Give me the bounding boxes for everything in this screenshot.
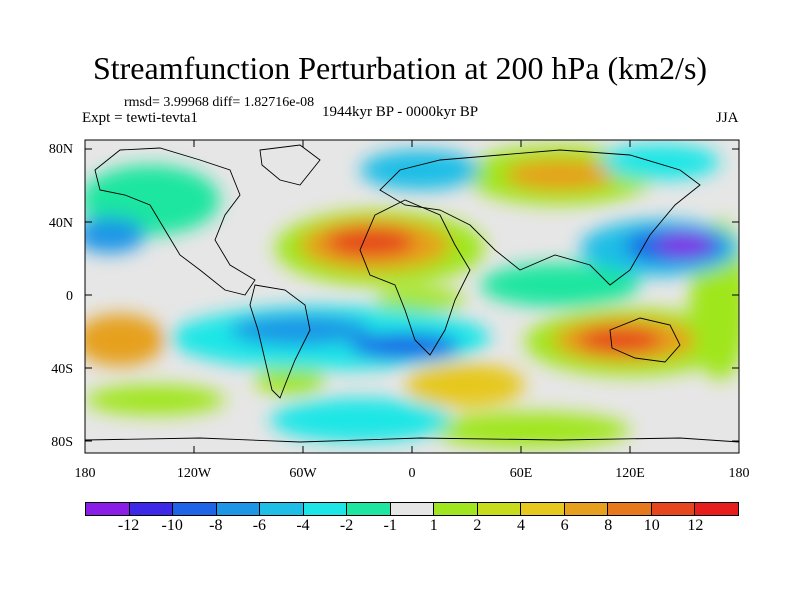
- negative-anomaly-europe: [360, 150, 480, 190]
- africa-coast: [359, 199, 471, 356]
- negative-anomaly-south-america: [230, 314, 370, 346]
- lon-label-180-east: 180: [728, 466, 750, 481]
- australia-coast: [609, 317, 681, 363]
- period-label: 1944kyr BP - 0000kyr BP: [322, 104, 479, 120]
- colorbar-swatch-14: [695, 503, 738, 515]
- greenland-coast: [259, 144, 321, 186]
- rmsd-diff-stats: rmsd= 3.99968 diff= 1.82716e-08: [124, 95, 315, 110]
- contour-field: [85, 140, 739, 453]
- negative-anomaly-north-america: [85, 165, 220, 235]
- colorbar-label: 10: [643, 517, 660, 534]
- colorbar-label: -6: [252, 517, 267, 534]
- positive-anomaly-equator: [375, 288, 465, 312]
- colorbar-label: -12: [117, 517, 140, 534]
- positive-anomaly-atlantic-core: [325, 227, 415, 257]
- colorbar-label: 2: [473, 517, 482, 534]
- positive-anomaly-asia-core: [505, 159, 615, 191]
- north-america-coast: [94, 147, 256, 296]
- south-america-coast: [249, 284, 311, 399]
- colorbar-label: -10: [161, 517, 183, 534]
- colorbar-swatch-11: [564, 503, 609, 515]
- colorbar-label: -2: [339, 517, 354, 534]
- colorbar-label: 1: [429, 517, 438, 534]
- colorbar-swatch-1: [129, 503, 174, 515]
- lon-label-120w: 120W: [176, 466, 212, 481]
- positive-anomaly-indian-south: [405, 363, 525, 407]
- colorbar-swatch-12: [608, 503, 652, 515]
- colorbar-swatch-5: [303, 503, 348, 515]
- antarctica-coast: [85, 437, 739, 443]
- experiment-label: Expt = tewti-tevta1: [82, 110, 198, 126]
- positive-anomaly-south-pacific: [85, 385, 225, 415]
- colorbar-label: -8: [209, 517, 223, 534]
- negative-anomaly-pacific-core: [657, 235, 713, 255]
- colorbar-label: 6: [560, 517, 569, 534]
- lon-label-0: 0: [408, 466, 416, 481]
- colorbar-label: -1: [383, 517, 397, 534]
- colorbar-swatch-4: [260, 503, 304, 515]
- eurasia-coast: [379, 149, 701, 286]
- colorbar-label: 8: [604, 517, 613, 534]
- lon-label-60e: 60E: [509, 466, 533, 481]
- colorbar-swatch-2: [173, 503, 217, 515]
- negative-anomaly-north-pacific: [85, 217, 145, 253]
- lon-label-60w: 60W: [289, 466, 317, 481]
- colorbar-swatch-0: [86, 503, 130, 515]
- colorbar-swatch-7: [390, 503, 435, 515]
- colorbar-swatch-8: [434, 503, 478, 515]
- coastlines: [85, 144, 739, 443]
- negative-anomaly-indian-ocean: [480, 263, 640, 307]
- lat-label-80n: 80N: [48, 142, 73, 157]
- colorbar-swatch-6: [347, 503, 391, 515]
- colorbar-swatch-9: [477, 503, 522, 515]
- colorbar-label: -4: [296, 517, 310, 534]
- colorbar-label: 4: [517, 517, 525, 534]
- lat-label-40n: 40N: [48, 216, 73, 231]
- colorbar-swatch-13: [651, 503, 696, 515]
- positive-anomaly-australia-core: [578, 327, 662, 353]
- colorbar: [85, 502, 739, 516]
- colorbar-label: 12: [687, 517, 704, 534]
- colorbar-swatch-10: [521, 503, 565, 515]
- lat-label-80s: 80S: [51, 435, 73, 450]
- map-title: Streamfunction Perturbation at 200 hPa (…: [92, 50, 708, 86]
- negative-anomaly-south-atlantic-core: [350, 333, 460, 359]
- colorbar-swatch-3: [216, 503, 261, 515]
- season-label: JJA: [716, 110, 739, 126]
- lon-label-120e: 120E: [615, 466, 645, 481]
- axis-ticks: [84, 140, 740, 453]
- lon-label-180-west: 180: [74, 466, 96, 481]
- positive-anomaly-patagonia: [255, 365, 325, 395]
- negative-anomaly-siberia: [600, 144, 720, 180]
- positive-anomaly-pacific-south: [85, 314, 165, 366]
- lat-label-0: 0: [66, 289, 73, 304]
- negative-anomaly-southern-ocean: [270, 398, 450, 442]
- lat-label-40s: 40S: [51, 362, 73, 377]
- positive-anomaly-antarctic: [430, 412, 630, 448]
